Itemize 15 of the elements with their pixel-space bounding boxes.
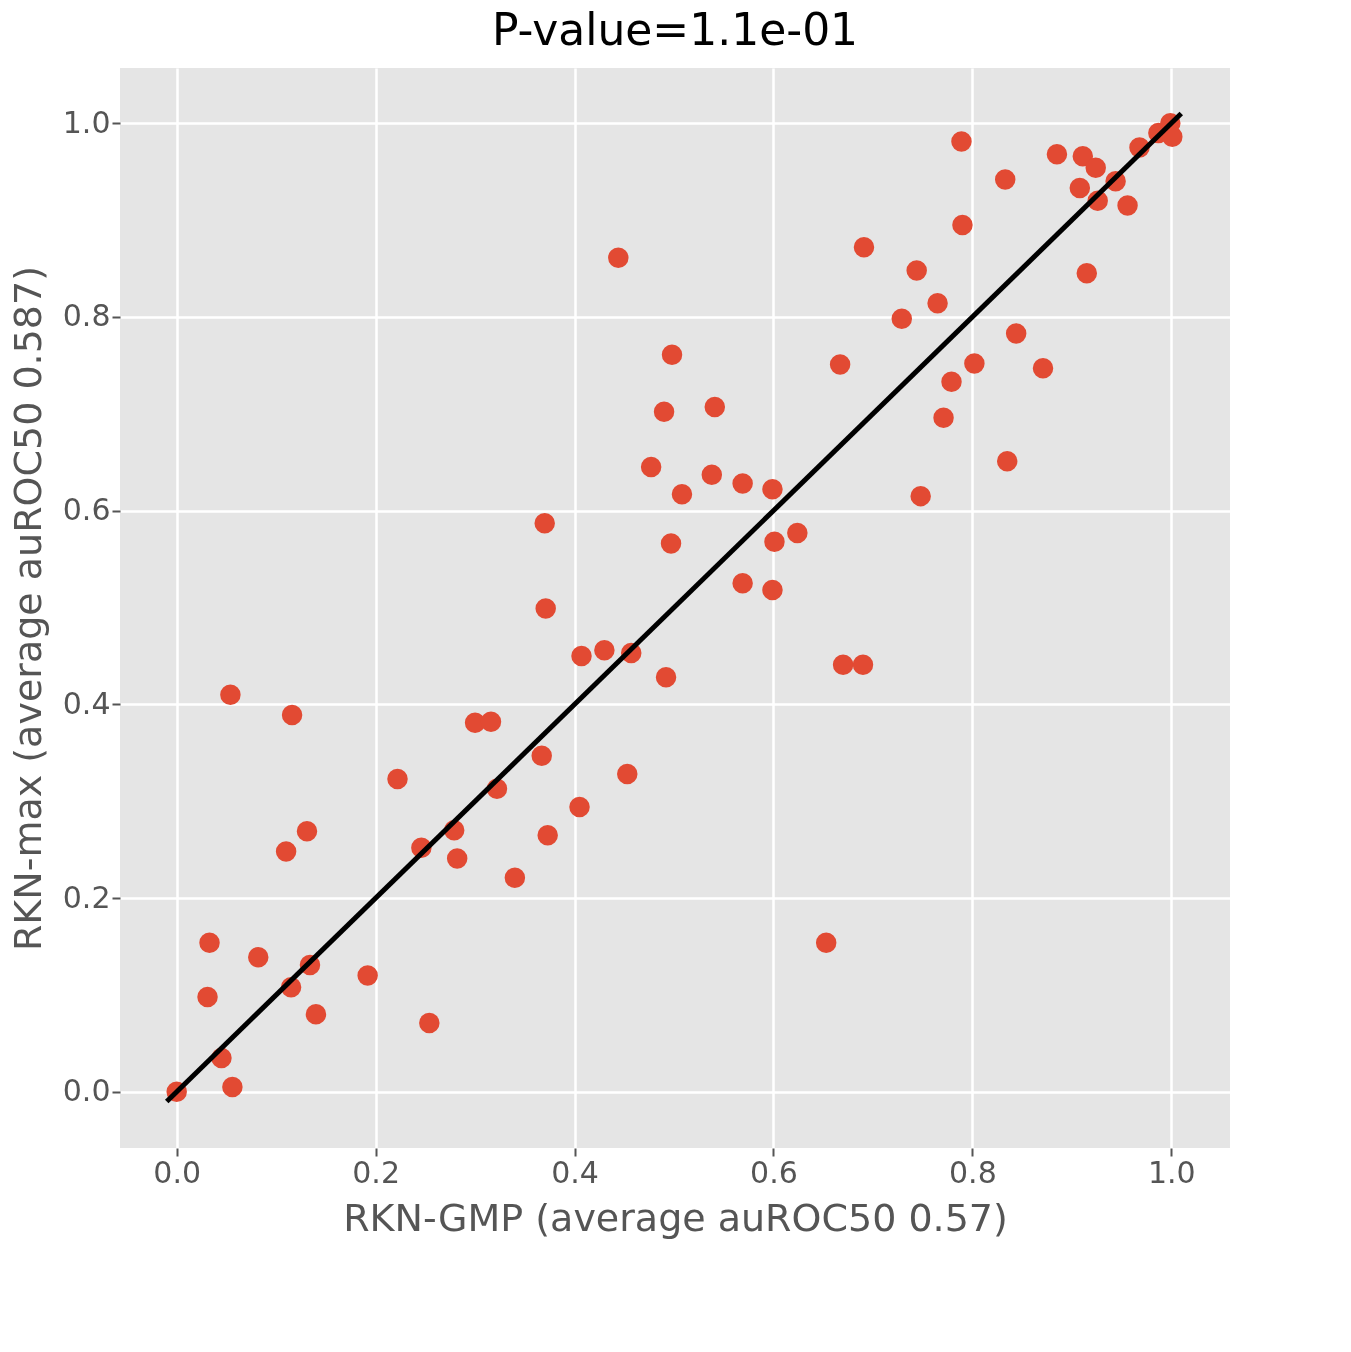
x-axis-title: RKN-GMP (average auROC50 0.57) — [343, 1195, 1008, 1240]
chart-title: P-value=1.1e-01 — [491, 4, 859, 55]
y-tick-label: 0.2 — [62, 879, 111, 915]
x-tick-label: 0.6 — [750, 1154, 798, 1190]
y-tick-label: 0.8 — [62, 298, 111, 334]
y-tick-label: 0.0 — [62, 1073, 111, 1109]
x-tick-label: 0.0 — [153, 1154, 202, 1190]
x-tick-label: 1.0 — [1147, 1154, 1196, 1190]
x-tick-label: 0.2 — [352, 1154, 400, 1190]
y-axis-title: RKN-max (average auROC50 0.587) — [5, 265, 50, 952]
y-tick-label: 0.6 — [62, 492, 111, 528]
y-tick-label: 1.0 — [62, 104, 111, 140]
x-tick-label: 0.8 — [949, 1154, 997, 1190]
x-tick-label: 0.4 — [551, 1154, 599, 1190]
y-tick-label: 0.4 — [62, 685, 111, 721]
